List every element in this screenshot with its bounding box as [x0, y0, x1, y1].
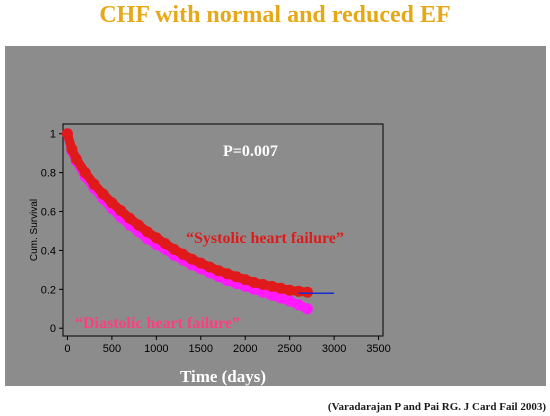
chart-panel: 0 0.2 0.4 0.6 0.8 1 0 500 1000 1500 2000 2500 3000 35… [5, 46, 546, 386]
x-tick-label: 1000 [144, 343, 168, 355]
systolic-point [106, 197, 118, 209]
systolic-point [248, 277, 260, 288]
systolic-point [186, 253, 198, 265]
labels-layer: P=0.007 “Systolic heart failure” “Diasto… [29, 143, 344, 386]
systolic-point [284, 284, 296, 296]
slide-title: CHF with normal and reduced EF [99, 2, 451, 28]
systolic-series [61, 128, 335, 298]
y-tick-label: 0.2 [41, 284, 56, 296]
systolic-point [177, 248, 189, 260]
systolic-point [257, 279, 269, 290]
systolic-point [88, 178, 100, 190]
systolic-point [115, 205, 127, 217]
systolic-point [61, 128, 73, 140]
y-tick-label: 0.4 [41, 245, 56, 257]
diastolic-point [266, 289, 278, 301]
systolic-point [293, 285, 305, 297]
systolic-point [230, 271, 242, 283]
systolic-point [168, 243, 180, 255]
diastolic-point [284, 295, 296, 307]
x-tick-label: 3000 [322, 343, 346, 355]
x-axis-title: Time (days) [180, 367, 266, 386]
x-tick-label: 0 [64, 343, 70, 355]
p-value-annotation: P=0.007 [223, 143, 278, 160]
systolic-point [150, 232, 162, 244]
systolic-point [301, 286, 313, 298]
y-tick-label: 1 [50, 129, 56, 141]
citation: (Varadarajan P and Pai RG. J Card Fail 2… [327, 401, 546, 413]
systolic-point [141, 226, 153, 238]
y-tick-label: 0.8 [41, 168, 56, 180]
y-axis-title: Cum. Survival [29, 199, 40, 261]
diastolic-point [275, 292, 287, 304]
diastolic-point [293, 299, 305, 311]
x-tick-label: 500 [103, 343, 121, 355]
systolic-point [195, 257, 207, 269]
x-tick-label: 2000 [233, 343, 257, 355]
systolic-point [204, 261, 216, 273]
survival-chart: 0 0.2 0.4 0.6 0.8 1 0 500 1000 1500 2000 2500 3000 35… [5, 46, 546, 386]
y-tick-label: 0.6 [41, 207, 56, 219]
systolic-point [66, 143, 78, 155]
systolic-point [266, 280, 278, 292]
systolic-point [70, 153, 82, 165]
systolic-point [79, 167, 91, 179]
systolic-point [133, 219, 145, 231]
diastolic-series-label: “Diastolic heart failure” [75, 315, 240, 332]
systolic-point [159, 238, 171, 250]
x-tick-label: 2500 [277, 343, 301, 355]
axes: 0 0.2 0.4 0.6 0.8 1 0 500 1000 1500 2000 2500 3000 35… [41, 123, 391, 355]
systolic-point [221, 268, 233, 280]
series-layer [61, 128, 335, 315]
x-tick-label: 3500 [366, 343, 390, 355]
systolic-point [124, 212, 136, 224]
systolic-point [97, 188, 109, 200]
systolic-point [275, 282, 287, 294]
x-tick-label: 1500 [189, 343, 213, 355]
plot-frame [62, 123, 384, 337]
systolic-series-label: “Systolic heart failure” [186, 230, 344, 247]
systolic-point [239, 274, 251, 286]
diastolic-point [301, 303, 313, 315]
systolic-point [213, 265, 225, 277]
y-tick-label: 0 [50, 323, 56, 335]
